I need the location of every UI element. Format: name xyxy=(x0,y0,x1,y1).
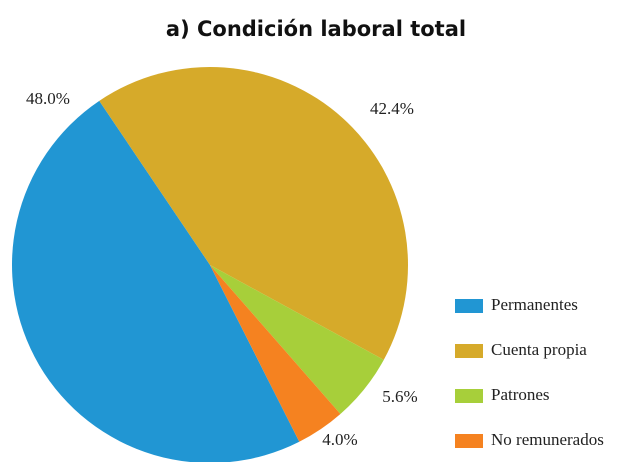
legend-label: Patrones xyxy=(491,385,550,404)
legend-swatch xyxy=(455,299,483,313)
pie-slice xyxy=(210,265,341,442)
legend-swatch xyxy=(455,344,483,358)
pie-slice xyxy=(210,265,384,414)
data-label: 48.0% xyxy=(26,89,70,108)
legend-label: Permanentes xyxy=(491,295,578,314)
legend-swatch xyxy=(455,434,483,448)
data-label: 4.0% xyxy=(322,430,357,449)
legend-label: No remunerados xyxy=(491,430,604,449)
data-label: 5.6% xyxy=(382,387,417,406)
data-label: 42.4% xyxy=(370,99,414,118)
chart-title: a) Condición laboral total xyxy=(166,17,466,41)
legend-swatch xyxy=(455,389,483,403)
pie-slice xyxy=(12,100,300,462)
pie-slice xyxy=(99,66,408,360)
legend-label: Cuenta propia xyxy=(491,340,587,359)
